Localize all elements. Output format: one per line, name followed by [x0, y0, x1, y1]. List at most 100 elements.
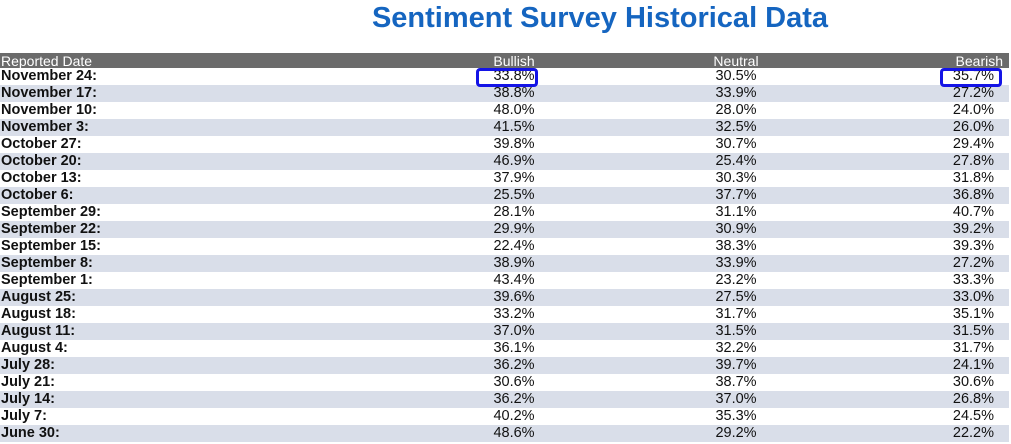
- table-row: September 29: 28.1% 31.1% 40.7%: [0, 204, 1009, 221]
- bearish-cell: 24.5%: [952, 408, 994, 424]
- table-row: October 13: 37.9% 30.3% 31.8%: [0, 170, 1009, 187]
- bearish-cell: 26.8%: [952, 391, 994, 407]
- bearish-cell: 39.3%: [952, 238, 994, 254]
- bullish-cell: 30.6%: [493, 374, 535, 390]
- date-cell: August 18:: [1, 306, 76, 322]
- bearish-cell: 27.2%: [952, 85, 994, 101]
- bearish-cell: 24.1%: [952, 357, 994, 373]
- neutral-cell: 31.5%: [715, 323, 757, 339]
- bearish-cell: 27.8%: [952, 153, 994, 169]
- header-bearish: Bearish: [955, 53, 1003, 69]
- bearish-cell: 31.5%: [952, 323, 994, 339]
- bearish-cell: 30.6%: [952, 374, 994, 390]
- table-row: July 14: 36.2% 37.0% 26.8%: [0, 391, 1009, 408]
- bullish-cell: 25.5%: [493, 187, 535, 203]
- bullish-cell: 48.0%: [493, 102, 535, 118]
- date-cell: September 8:: [1, 255, 93, 271]
- table-row: September 1: 43.4% 23.2% 33.3%: [0, 272, 1009, 289]
- date-cell: September 29:: [1, 204, 101, 220]
- bearish-cell: 26.0%: [952, 119, 994, 135]
- table-row: October 20: 46.9% 25.4% 27.8%: [0, 153, 1009, 170]
- table-row: August 4: 36.1% 32.2% 31.7%: [0, 340, 1009, 357]
- bearish-cell: 22.2%: [952, 425, 994, 441]
- bullish-cell: 29.9%: [493, 221, 535, 237]
- neutral-cell: 33.9%: [715, 85, 757, 101]
- table-row: July 28: 36.2% 39.7% 24.1%: [0, 357, 1009, 374]
- neutral-cell: 38.3%: [715, 238, 757, 254]
- bullish-cell: 36.1%: [493, 340, 535, 356]
- table-row: November 24: 33.8% 30.5% 35.7%: [0, 68, 1009, 85]
- table-row: November 3: 41.5% 32.5% 26.0%: [0, 119, 1009, 136]
- header-bullish: Bullish: [493, 53, 535, 69]
- table-row: September 15: 22.4% 38.3% 39.3%: [0, 238, 1009, 255]
- bullish-cell: 40.2%: [493, 408, 535, 424]
- bullish-cell: 39.6%: [493, 289, 535, 305]
- bullish-cell: 38.9%: [493, 255, 535, 271]
- table-row: November 10: 48.0% 28.0% 24.0%: [0, 102, 1009, 119]
- date-cell: July 21:: [1, 374, 55, 390]
- date-cell: July 28:: [1, 357, 55, 373]
- header-neutral: Neutral: [713, 53, 759, 69]
- table-row: October 27: 39.8% 30.7% 29.4%: [0, 136, 1009, 153]
- bearish-cell: 24.0%: [952, 102, 994, 118]
- date-cell: November 24:: [1, 68, 97, 84]
- neutral-cell: 23.2%: [715, 272, 757, 288]
- neutral-cell: 37.0%: [715, 391, 757, 407]
- bullish-cell: 28.1%: [493, 204, 535, 220]
- bearish-cell: 40.7%: [952, 204, 994, 220]
- bullish-cell: 37.9%: [493, 170, 535, 186]
- bullish-cell: 38.8%: [493, 85, 535, 101]
- bearish-cell: 33.3%: [952, 272, 994, 288]
- table-row: October 6: 25.5% 37.7% 36.8%: [0, 187, 1009, 204]
- bearish-cell: 29.4%: [952, 136, 994, 152]
- date-cell: June 30:: [1, 425, 60, 441]
- date-cell: September 1:: [1, 272, 93, 288]
- neutral-cell: 31.1%: [715, 204, 757, 220]
- page-title: Sentiment Survey Historical Data: [371, 2, 829, 34]
- bullish-cell: 48.6%: [493, 425, 535, 441]
- bearish-cell: 31.7%: [952, 340, 994, 356]
- date-cell: October 13:: [1, 170, 82, 186]
- neutral-cell: 25.4%: [715, 153, 757, 169]
- table-row: July 7: 40.2% 35.3% 24.5%: [0, 408, 1009, 425]
- table-row: September 8: 38.9% 33.9% 27.2%: [0, 255, 1009, 272]
- neutral-cell: 30.5%: [715, 68, 757, 84]
- neutral-cell: 30.3%: [715, 170, 757, 186]
- bearish-cell: 33.0%: [952, 289, 994, 305]
- bullish-cell: 36.2%: [493, 357, 535, 373]
- bullish-cell: 41.5%: [493, 119, 535, 135]
- neutral-cell: 27.5%: [715, 289, 757, 305]
- date-cell: October 6:: [1, 187, 74, 203]
- table-body: November 24: 33.8% 30.5% 35.7% November 17: 3…: [0, 68, 1009, 442]
- date-cell: October 27:: [1, 136, 82, 152]
- table-row: September 22: 29.9% 30.9% 39.2%: [0, 221, 1009, 238]
- date-cell: September 22:: [1, 221, 101, 237]
- neutral-cell: 37.7%: [715, 187, 757, 203]
- date-cell: July 7:: [1, 408, 47, 424]
- bearish-cell: 31.8%: [952, 170, 994, 186]
- table-row: August 18: 33.2% 31.7% 35.1%: [0, 306, 1009, 323]
- neutral-cell: 30.9%: [715, 221, 757, 237]
- neutral-cell: 32.2%: [715, 340, 757, 356]
- date-cell: July 14:: [1, 391, 55, 407]
- date-cell: August 4:: [1, 340, 68, 356]
- neutral-cell: 30.7%: [715, 136, 757, 152]
- date-cell: August 25:: [1, 289, 76, 305]
- bullish-cell: 22.4%: [493, 238, 535, 254]
- table-row: August 11: 37.0% 31.5% 31.5%: [0, 323, 1009, 340]
- bullish-cell: 33.2%: [493, 306, 535, 322]
- neutral-cell: 29.2%: [715, 425, 757, 441]
- bullish-cell: 46.9%: [493, 153, 535, 169]
- date-cell: September 15:: [1, 238, 101, 254]
- neutral-cell: 32.5%: [715, 119, 757, 135]
- table-row: November 17: 38.8% 33.9% 27.2%: [0, 85, 1009, 102]
- bearish-cell: 35.1%: [952, 306, 994, 322]
- bullish-cell: 37.0%: [493, 323, 535, 339]
- sentiment-table: Reported Date Bullish Neutral Bearish No…: [0, 53, 1009, 442]
- table-row: June 30: 48.6% 29.2% 22.2%: [0, 425, 1009, 442]
- neutral-cell: 38.7%: [715, 374, 757, 390]
- bullish-cell: 39.8%: [493, 136, 535, 152]
- header-reported-date: Reported Date: [1, 53, 93, 69]
- bearish-cell: 27.2%: [952, 255, 994, 271]
- bearish-cell: 39.2%: [952, 221, 994, 237]
